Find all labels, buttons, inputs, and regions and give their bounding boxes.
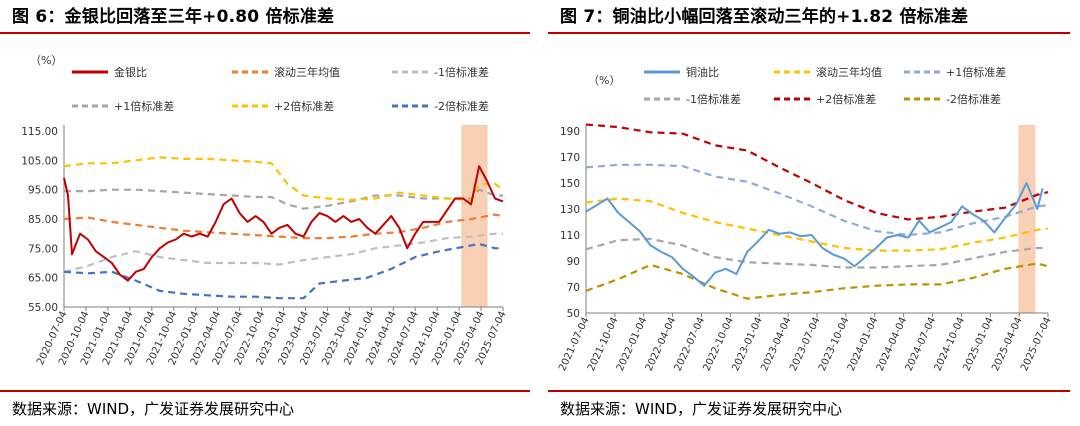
y-tick-label: 90 — [567, 256, 580, 268]
y-tick-label: 150 — [560, 178, 580, 190]
chart-panel-gold-silver: 图 6：金银比回落至三年+0.80 倍标准差 （%） 55.00 65.00 75.0… — [0, 7, 530, 418]
x-tick-label: 2021-07-04 — [557, 316, 592, 373]
legend-label: 滚动三年均值 — [274, 65, 340, 79]
x-tick-label: 2021-10-04 — [586, 316, 621, 373]
x-tick-label: 2025-07-04 — [1019, 316, 1054, 373]
chart-panel-copper-oil: 图 7：铜油比小幅回落至滚动三年的+1.82 倍标准差 （%） 50 70 90 110… — [548, 0, 1080, 426]
y-tick-label: 50 — [567, 308, 580, 320]
legend-label: +1倍标准差 — [946, 65, 1006, 79]
highlight-band — [1018, 125, 1036, 313]
series-line — [585, 197, 1049, 252]
series-line — [585, 262, 1049, 300]
x-tick-label: 2024-04-04 — [875, 316, 910, 373]
x-tick-label: 2023-10-04 — [817, 316, 852, 373]
legend-label: +1倍标准差 — [114, 99, 174, 113]
y-tick-label: 115.00 — [21, 126, 58, 138]
y-tick-label: 170 — [560, 152, 580, 164]
x-tick-label: 2022-10-04 — [702, 316, 737, 373]
series-line — [63, 242, 503, 300]
y-unit-label: （%） — [30, 54, 62, 67]
series-line — [63, 232, 503, 273]
legend-label: 滚动三年均值 — [816, 65, 882, 79]
y-tick-label: 190 — [560, 126, 580, 138]
series-line — [585, 123, 1049, 221]
x-tick-label: 2022-01-04 — [615, 316, 650, 373]
source-rule — [0, 390, 530, 392]
y-tick-label: 70 — [567, 282, 580, 294]
series-line — [585, 163, 1049, 237]
legend-label: +2倍标准差 — [274, 99, 334, 113]
data-source: 数据来源：WIND，广发证券发展研究中心 — [12, 400, 295, 418]
y-tick-label: 85.00 — [28, 214, 58, 226]
legend-label: 铜油比 — [686, 65, 719, 79]
legend-label: -1倍标准差 — [686, 92, 741, 106]
series-line — [585, 237, 1048, 269]
x-tick-label: 2024-07-04 — [904, 316, 939, 373]
y-tick-label: 55.00 — [28, 302, 58, 314]
title-rule — [548, 32, 1070, 34]
x-tick-label: 2025-01-04 — [961, 316, 996, 373]
x-tick-label: 2023-04-04 — [759, 316, 794, 373]
data-source: 数据来源：WIND，广发证券发展研究中心 — [560, 400, 843, 418]
source-rule — [548, 390, 1070, 392]
x-tick-label: 2023-01-04 — [730, 316, 765, 373]
series-line — [585, 182, 1044, 287]
y-tick-label: 65.00 — [28, 273, 58, 285]
chart-title: 图 7：铜油比小幅回落至滚动三年的+1.82 倍标准差 — [560, 7, 969, 27]
legend-label: -2倍标准差 — [946, 92, 1001, 106]
y-tick-label: 110 — [560, 230, 580, 242]
y-unit-label: （%） — [588, 74, 620, 87]
y-tick-label: 95.00 — [28, 185, 58, 197]
y-tick-label: 75.00 — [28, 243, 58, 255]
legend-label: 金银比 — [114, 65, 147, 79]
legend-label: +2倍标准差 — [816, 92, 876, 106]
x-tick-label: 2023-07-04 — [788, 316, 823, 373]
y-tick-label: 105.00 — [21, 155, 58, 167]
chart-title: 图 6：金银比回落至三年+0.80 倍标准差 — [12, 7, 335, 27]
legend-label: -1倍标准差 — [434, 65, 489, 79]
series-line — [63, 213, 504, 240]
series-line — [63, 156, 504, 201]
series-line — [63, 165, 504, 282]
legend-label: -2倍标准差 — [434, 99, 489, 113]
title-rule — [0, 32, 530, 34]
gold-silver-ratio-chart: （%） 55.00 65.00 75.00 85.00 95.00 105.00 115.00… — [21, 54, 508, 367]
y-tick-label: 130 — [560, 204, 580, 216]
copper-oil-ratio-chart: （%） 50 70 90 110 130 150 170 190 2021-07-042021-1… — [557, 65, 1054, 373]
x-tick-label: 2024-10-04 — [933, 316, 968, 373]
x-tick-label: 2022-07-04 — [673, 316, 708, 373]
x-tick-label: 2025-04-04 — [990, 316, 1025, 373]
x-tick-label: 2022-04-04 — [644, 316, 679, 373]
x-tick-label: 2024-01-04 — [846, 316, 881, 373]
series-line — [64, 188, 503, 210]
